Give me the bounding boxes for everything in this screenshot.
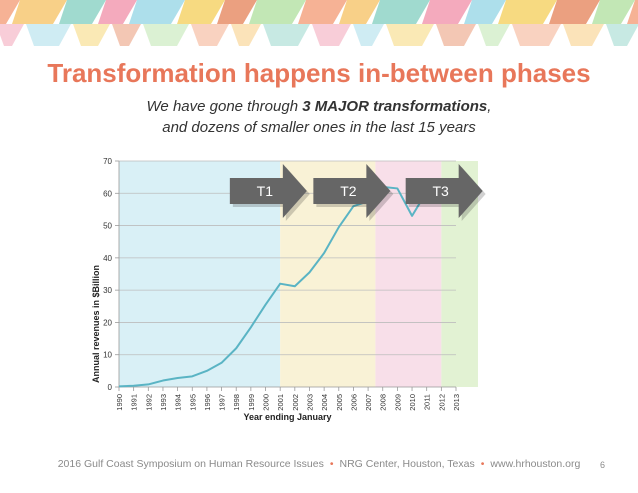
transformation-label: T3 <box>433 183 450 199</box>
y-tick-label: 50 <box>103 222 112 231</box>
banner-shape <box>143 24 189 46</box>
banner-shape <box>372 0 430 24</box>
banner-shape <box>563 24 604 46</box>
slide-subtitle: We have gone through 3 MAJOR transformat… <box>0 96 638 138</box>
subtitle-line-2: and dozens of smaller ones in the last 1… <box>162 119 476 136</box>
banner-shape <box>231 24 261 46</box>
subtitle-pre: We have gone through <box>146 98 303 115</box>
banner-shape <box>0 24 24 46</box>
x-axis-label: Year ending January <box>243 412 331 422</box>
y-tick-label: 40 <box>103 254 112 263</box>
page-number: 6 <box>600 460 606 470</box>
banner-shape <box>422 0 472 24</box>
slide-title: Transformation happens in-between phases <box>47 58 591 88</box>
banner-shape <box>98 0 137 24</box>
x-tick-label: 2013 <box>452 394 461 411</box>
x-tick-label: 1996 <box>203 394 212 411</box>
y-tick-label: 60 <box>103 189 112 198</box>
revenue-line <box>118 185 457 388</box>
banner-shape <box>26 24 71 46</box>
x-tick-label: 1997 <box>218 394 227 411</box>
y-axis-label: Annual revenues in $Billion <box>91 265 101 383</box>
banner-shape <box>478 24 510 46</box>
y-tick-label: 70 <box>103 157 112 166</box>
banner-shape <box>59 0 106 24</box>
subtitle-post: , <box>487 98 492 115</box>
banner-shape <box>498 0 557 24</box>
x-tick-label: 2001 <box>276 394 285 411</box>
x-tick-label: 2010 <box>408 394 417 411</box>
footer-event: 2016 Gulf Coast Symposium on Human Resou… <box>57 458 324 470</box>
footer: 2016 Gulf Coast Symposium on Human Resou… <box>0 458 638 470</box>
banner-shape <box>12 0 67 24</box>
x-tick-label: 2002 <box>291 394 300 411</box>
footer-separator: • <box>480 458 485 470</box>
banner-shape <box>339 0 380 24</box>
banner-shape <box>217 0 257 24</box>
banner-shape <box>592 0 635 24</box>
transformation-arrow: T2 <box>313 164 394 222</box>
banner-shape <box>177 0 225 24</box>
x-tick-label: 1994 <box>174 394 183 411</box>
banner-shape <box>436 24 476 46</box>
arrow-shape <box>313 164 391 219</box>
transformation-arrow: T3 <box>405 164 486 222</box>
banner-shape <box>129 0 185 24</box>
transformation-arrow: T1 <box>229 164 310 222</box>
banner-shape <box>112 24 141 46</box>
x-tick-label: 1993 <box>159 394 168 411</box>
x-tick-label: 1991 <box>130 394 139 411</box>
decorative-banner <box>0 0 638 46</box>
x-tick-label: 2003 <box>305 394 314 411</box>
y-tick-label: 30 <box>103 286 112 295</box>
x-tick-label: 2007 <box>364 394 373 411</box>
arrow-shape <box>405 164 483 219</box>
x-tick-label: 2008 <box>379 394 388 411</box>
banner-shape <box>353 24 384 46</box>
banner-shape <box>464 0 506 24</box>
x-tick-label: 1992 <box>144 394 153 411</box>
x-tick-label: 2005 <box>335 394 344 411</box>
banner-shape <box>312 24 351 46</box>
y-tick-label: 10 <box>103 351 112 360</box>
banner-shape <box>386 24 434 46</box>
x-tick-label: 2012 <box>437 394 446 411</box>
x-tick-label: 1990 <box>115 394 124 411</box>
banner-shape <box>549 0 600 24</box>
y-tick-label: 0 <box>108 383 113 392</box>
x-tick-label: 2006 <box>349 394 358 411</box>
x-tick-label: 2009 <box>393 394 402 411</box>
x-tick-label: 1999 <box>247 394 256 411</box>
footer-separator: • <box>329 458 334 470</box>
banner-shape <box>0 0 20 24</box>
subtitle-bold: 3 MAJOR transformations <box>302 98 488 115</box>
footer-venue: NRG Center, Houston, Texas <box>339 458 475 470</box>
banner-shape <box>73 24 110 46</box>
banner-shape <box>263 24 310 46</box>
banner-shape <box>191 24 229 46</box>
footer-website[interactable]: www.hrhouston.org <box>490 458 581 470</box>
banner-shape <box>249 0 306 24</box>
x-tick-label: 2000 <box>262 394 271 411</box>
y-tick-label: 20 <box>103 318 112 327</box>
x-tick-label: 2011 <box>423 394 432 410</box>
x-tick-label: 2004 <box>320 394 329 411</box>
banner-shape <box>606 24 638 46</box>
subtitle-line-1: We have gone through 3 MAJOR transformat… <box>0 96 638 117</box>
banner-shape <box>512 24 561 46</box>
x-tick-label: 1995 <box>188 394 197 411</box>
banner-shape <box>298 0 347 24</box>
x-tick-label: 1998 <box>232 394 241 411</box>
arrow-shape <box>229 164 307 219</box>
transformation-label: T1 <box>257 183 274 199</box>
banner-shape <box>627 0 638 24</box>
transformation-label: T2 <box>340 183 357 199</box>
